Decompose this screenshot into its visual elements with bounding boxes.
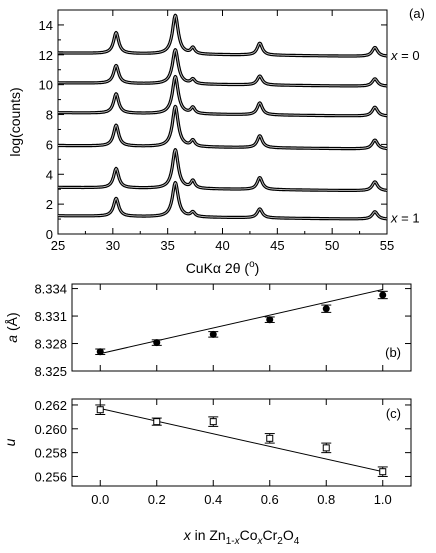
axis-label-part: x <box>183 527 192 543</box>
panel-a-xtick-label: 50 <box>325 238 339 253</box>
data-point <box>266 316 274 324</box>
axis-label-part: Å <box>4 316 20 326</box>
panel-c-ytick-label: 0.260 <box>34 422 67 437</box>
panel-c-ytick-label: 0.256 <box>34 469 67 484</box>
series-label-part: = 1 <box>398 211 420 226</box>
data-point <box>322 305 330 313</box>
panel-b-ytick-label: 8.334 <box>34 282 67 297</box>
axis-label: u <box>2 438 18 446</box>
panel-a-xtick-label: 40 <box>215 238 229 253</box>
series-label: x = 1 <box>390 211 420 226</box>
data-point <box>379 468 387 476</box>
xrd-pattern-0 <box>56 13 389 58</box>
panel-a-ytick-label: 4 <box>46 167 53 182</box>
panel-label: (c) <box>386 406 401 421</box>
axis-label-part: x <box>257 536 264 547</box>
xrd-fit-5 <box>58 182 387 220</box>
panel-a-ytick-label: 2 <box>46 197 53 212</box>
data-point <box>379 291 387 299</box>
axis-label-part: 2 <box>277 536 283 547</box>
axis-label-part: ) <box>255 260 260 276</box>
axis-label-part: in Zn <box>191 527 226 543</box>
axis-label: a (Å) <box>4 312 20 342</box>
panel-a-ytick-label: 12 <box>39 48 53 63</box>
axis-label: x in Zn1-xCoxCr2O4 <box>183 527 300 547</box>
panel-c-xtick-label: 0.2 <box>148 492 166 507</box>
fit-line <box>100 289 383 355</box>
series-label: x = 0 <box>390 48 420 63</box>
series-label-part: = 0 <box>398 48 420 63</box>
xrd-pattern-4 <box>56 148 389 192</box>
series-label-part: x <box>390 211 398 226</box>
panel-c-frame <box>71 398 412 487</box>
panel-c-xtick-label: 0.6 <box>261 492 279 507</box>
data-point <box>96 406 104 414</box>
data-point <box>209 330 217 338</box>
axis-label-part: O <box>283 527 294 543</box>
data-point <box>266 434 274 442</box>
data-point <box>322 444 330 452</box>
xrd-fit-4 <box>58 149 388 191</box>
panel-a-ytick-label: 8 <box>46 108 53 123</box>
panel-c-xtick-label: 0.0 <box>91 492 109 507</box>
panel-b-ytick-label: 8.325 <box>34 364 67 379</box>
xrd-fit-3 <box>58 105 387 150</box>
panel-a-ytick-label: 14 <box>39 18 53 33</box>
xrd-fit-2 <box>57 76 388 117</box>
axis-label-part: CuK <box>186 260 214 276</box>
axis-label-part: ( <box>4 326 20 335</box>
panel-label: (a) <box>409 6 425 21</box>
panel-label: (b) <box>385 345 401 360</box>
panel-b-ytick-label: 8.328 <box>34 337 67 352</box>
panel-b-ytick-label: 8.331 <box>34 309 67 324</box>
panel-c-xtick-label: 0.8 <box>317 492 335 507</box>
xrd-fit-0 <box>58 14 388 57</box>
panel-c-xtick-label: 1.0 <box>374 492 392 507</box>
panel-a-frame <box>57 9 388 235</box>
panel-a-xtick-label: 45 <box>270 238 284 253</box>
panel-a-xtick-label: 30 <box>106 238 120 253</box>
panel-c-ytick-label: 0.258 <box>34 446 67 461</box>
data-point <box>96 348 104 356</box>
data-point <box>153 418 161 426</box>
axis-label-part: 2 <box>221 260 233 276</box>
panel-a-ytick-label: 10 <box>39 78 53 93</box>
axis-label-part: ) <box>4 312 20 317</box>
axis-label-part: a <box>4 335 20 343</box>
panel-a-xtick-label: 25 <box>51 238 65 253</box>
panel-a-ytick-label: 6 <box>46 137 53 152</box>
panel-a-xtick-label: 55 <box>380 238 394 253</box>
panel-c-ytick-label: 0.262 <box>34 398 67 413</box>
axis-label-part: x <box>234 536 241 547</box>
axis-label-part: Co <box>240 527 258 543</box>
xrd-fit-1 <box>58 49 387 87</box>
panel-c-xtick-label: 0.4 <box>204 492 222 507</box>
axis-label: log(counts) <box>7 87 23 156</box>
axis-label-part: 1- <box>226 536 235 547</box>
axis-label-part: ( <box>241 260 250 276</box>
axis-label-part: 4 <box>294 536 300 547</box>
panel-a-ytick-label: 0 <box>46 227 53 242</box>
axis-label-part: o <box>249 259 255 270</box>
axis-label: CuKα 2θ (o) <box>186 259 260 276</box>
axis-label-part: θ <box>233 260 241 276</box>
data-point <box>209 418 217 426</box>
panel-a-xtick-label: 35 <box>160 238 174 253</box>
series-label-part: x <box>390 48 398 63</box>
axis-label-part: Cr <box>263 527 278 543</box>
data-point <box>153 339 161 347</box>
fit-line <box>100 408 383 473</box>
panel-b-frame <box>71 283 412 372</box>
axis-label-part: α <box>213 260 221 276</box>
